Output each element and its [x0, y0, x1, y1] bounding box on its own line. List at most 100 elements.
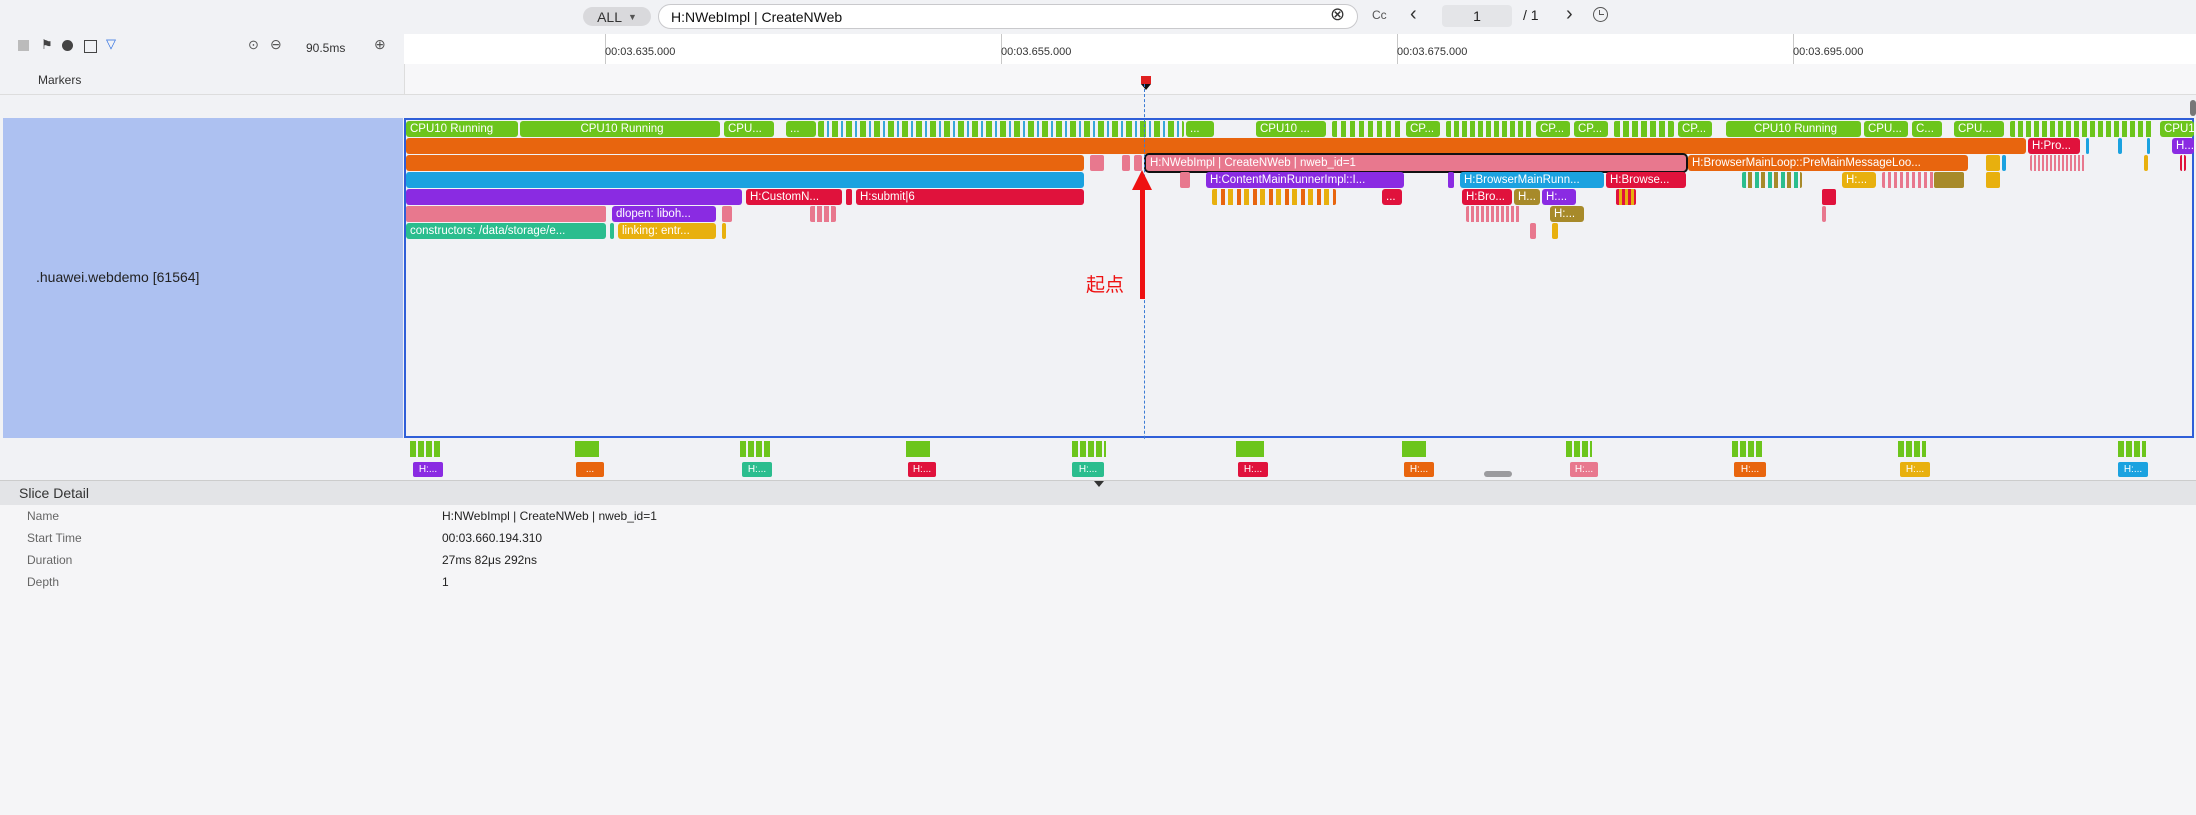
trace-slice[interactable]: H:Bro...	[1462, 189, 1512, 205]
collapse-caret-icon[interactable]	[1094, 481, 1104, 487]
flag-icon[interactable]: ⚑	[41, 37, 53, 52]
thread-slice[interactable]: H:...	[1734, 462, 1766, 477]
cpu-state-cluster[interactable]	[1614, 121, 1674, 137]
previous-result-button[interactable]: ‹	[1410, 3, 1417, 25]
thread-slice[interactable]: H:...	[413, 462, 443, 477]
cpu-state-cluster[interactable]	[740, 441, 770, 457]
trace-slice[interactable]	[2086, 138, 2089, 154]
trace-slice[interactable]	[406, 206, 606, 222]
trace-slice[interactable]	[846, 189, 852, 205]
cpu-state-slice[interactable]: CPU1...	[2160, 121, 2194, 137]
trace-slice-cluster[interactable]	[1466, 206, 1520, 222]
trace-slice[interactable]	[1448, 172, 1454, 188]
ban-icon[interactable]	[62, 40, 73, 51]
cpu-state-slice[interactable]: ...	[786, 121, 816, 137]
trace-slice[interactable]	[722, 206, 732, 222]
thread-slice[interactable]: H:...	[1570, 462, 1598, 477]
trace-slice[interactable]: H:CustomN...	[746, 189, 842, 205]
thread-row[interactable]	[404, 440, 2196, 480]
trace-slice[interactable]	[406, 189, 742, 205]
trace-slice[interactable]	[1934, 172, 1964, 188]
trace-slice[interactable]: ...	[1382, 189, 1402, 205]
search-field[interactable]	[658, 4, 1358, 29]
trace-slice[interactable]	[1986, 155, 2000, 171]
trace-slice[interactable]	[2147, 138, 2150, 154]
cpu-state-slice[interactable]: CP...	[1678, 121, 1712, 137]
cpu-state-cluster[interactable]	[818, 121, 1184, 137]
cpu-state-cluster[interactable]	[1732, 441, 1762, 457]
trace-slice[interactable]: H...	[2172, 138, 2194, 154]
zoom-reset-icon[interactable]: ⊙	[248, 37, 259, 52]
trace-slice-cluster[interactable]	[1616, 189, 1636, 205]
detail-panel-header[interactable]	[0, 480, 2196, 505]
cpu-state-slice[interactable]: CPU10 Running	[1726, 121, 1861, 137]
trace-slice[interactable]	[1822, 206, 1826, 222]
trace-slice[interactable]	[2118, 138, 2122, 154]
thread-slice[interactable]: H:...	[1238, 462, 1268, 477]
markers-area[interactable]	[404, 64, 2196, 94]
trace-slice-cluster[interactable]	[1882, 172, 1942, 188]
marker-flag-icon[interactable]	[1141, 76, 1151, 84]
clear-search-icon[interactable]: ⊗	[1330, 4, 1346, 24]
thread-slice[interactable]: H:...	[1072, 462, 1104, 477]
trace-slice-cluster[interactable]	[1212, 189, 1336, 205]
search-input[interactable]	[669, 8, 1313, 26]
trace-slice[interactable]: H...	[1514, 189, 1540, 205]
cpu-state-slice[interactable]: CPU...	[1954, 121, 2004, 137]
cpu-state-cluster[interactable]	[1566, 441, 1592, 457]
zoom-in-icon[interactable]: ⊕	[374, 36, 386, 52]
checkbox-icon[interactable]	[84, 40, 97, 53]
trace-slice-cluster[interactable]	[1742, 172, 1802, 188]
trace-slice[interactable]	[2144, 155, 2148, 171]
trace-slice[interactable]: H:submit|6	[856, 189, 1084, 205]
horizontal-scrollbar[interactable]	[1484, 471, 1512, 477]
cpu-state-slice[interactable]: CP...	[1406, 121, 1440, 137]
trace-slice[interactable]	[406, 172, 1084, 188]
trace-slice[interactable]	[406, 155, 1084, 171]
filter-select[interactable]: ALL ▼	[583, 7, 651, 26]
thread-slice[interactable]: H:...	[2118, 462, 2148, 477]
cpu-state-slice[interactable]: CPU...	[724, 121, 774, 137]
trace-slice[interactable]: constructors: /data/storage/e...	[406, 223, 606, 239]
trace-slice[interactable]: H:...	[1550, 206, 1584, 222]
vertical-scrollbar[interactable]	[2190, 100, 2196, 116]
process-row-header[interactable]	[3, 118, 403, 438]
trace-slice[interactable]: dlopen: liboh...	[612, 206, 716, 222]
trace-slice[interactable]	[1180, 172, 1190, 188]
trace-slice-cluster[interactable]	[810, 206, 836, 222]
thread-slice[interactable]: H:...	[1900, 462, 1930, 477]
trace-slice[interactable]: linking: entr...	[618, 223, 716, 239]
trace-slice[interactable]: H:BrowserMainRunn...	[1460, 172, 1604, 188]
cpu-state-cluster[interactable]	[1898, 441, 1926, 457]
cpu-state-cluster[interactable]	[1402, 441, 1426, 457]
cpu-state-slice[interactable]: CPU...	[1864, 121, 1908, 137]
trace-slice[interactable]	[1822, 189, 1836, 205]
trace-slice[interactable]: H:...	[1842, 172, 1876, 188]
cpu-state-cluster[interactable]	[1072, 441, 1106, 457]
trace-slice[interactable]: H:ContentMainRunnerImpl::I...	[1206, 172, 1404, 188]
cpu-state-slice[interactable]: CPU10 Running	[406, 121, 518, 137]
cpu-state-slice[interactable]: CPU10 ...	[1256, 121, 1326, 137]
trace-slice-cluster[interactable]	[2180, 155, 2186, 171]
cpu-state-cluster[interactable]	[1236, 441, 1264, 457]
next-result-button[interactable]: ›	[1566, 3, 1573, 25]
trace-slice[interactable]	[1530, 223, 1536, 239]
cpu-state-slice[interactable]: CP...	[1536, 121, 1570, 137]
cpu-state-cluster[interactable]	[906, 441, 930, 457]
trace-slice[interactable]	[1090, 155, 1104, 171]
thread-slice[interactable]: ...	[576, 462, 604, 477]
trace-slice[interactable]	[1122, 155, 1130, 171]
trace-slice[interactable]: H:...	[1542, 189, 1576, 205]
trace-slice-cluster[interactable]	[2030, 155, 2086, 171]
trace-slice[interactable]	[1986, 172, 2000, 188]
trace-slice[interactable]	[2002, 155, 2006, 171]
square-icon[interactable]	[18, 40, 29, 51]
trace-slice[interactable]: H:BrowserMainLoop::PreMainMessageLoo...	[1688, 155, 1968, 171]
case-sensitive-button[interactable]: Cc	[1372, 8, 1387, 22]
cpu-state-cluster[interactable]	[2010, 121, 2154, 137]
process-track[interactable]: CPU10 Running CPU10 Running CPU... ... C…	[404, 118, 2194, 438]
cpu-state-slice[interactable]: C...	[1912, 121, 1942, 137]
zoom-out-icon[interactable]: ⊖	[270, 36, 282, 52]
history-icon[interactable]	[1593, 7, 1608, 22]
cpu-state-cluster[interactable]	[2118, 441, 2146, 457]
